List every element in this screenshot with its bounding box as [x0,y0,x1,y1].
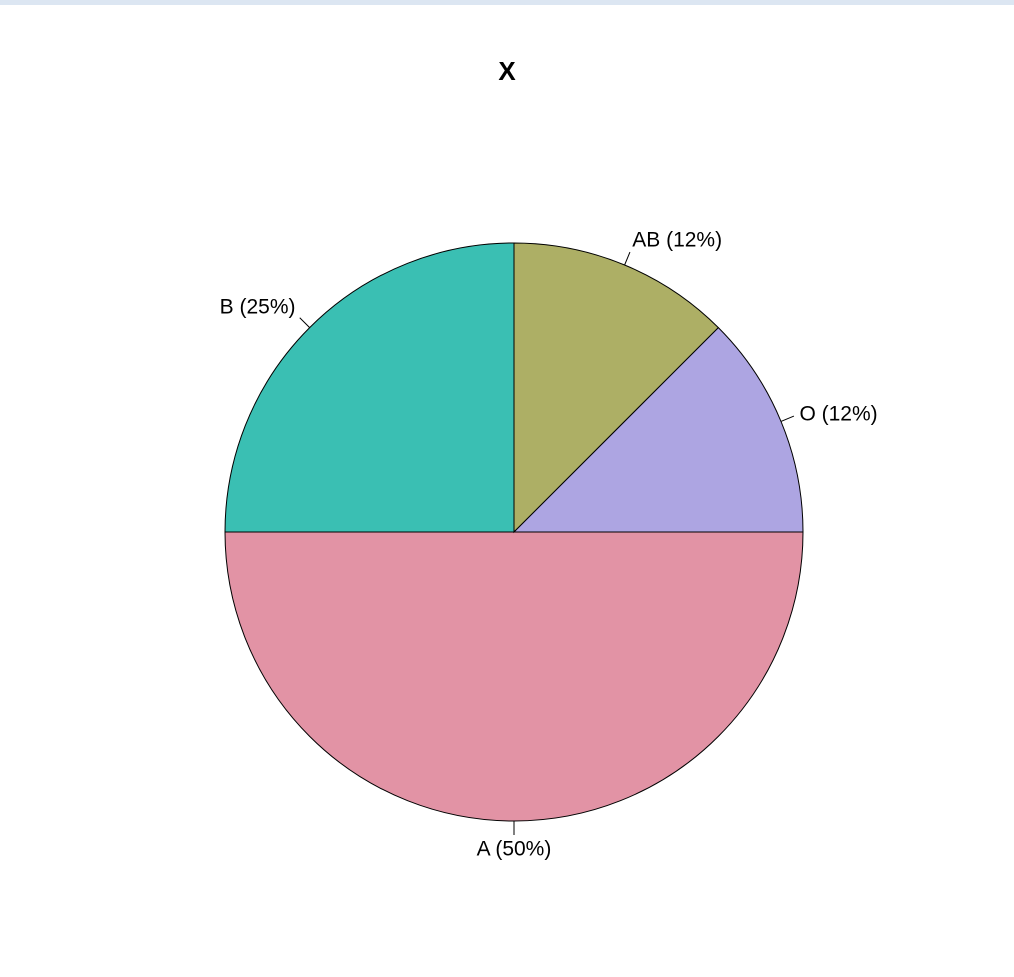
pie-tick-ab [624,251,631,266]
pie-label-b: B (25%) [220,296,296,319]
pie-tick-o [780,415,795,422]
pie-labels: A (50%) B (25%) AB (12%) O (12%) [220,229,878,861]
pie-tick-b [299,317,310,328]
chart-title: X [498,56,516,86]
pie-label-o: O (12%) [799,402,877,425]
pie-label-a: A (50%) [477,837,552,860]
top-strip [0,0,1014,5]
pie-slice-o [512,326,804,533]
pie-slice-a [224,531,804,822]
pie-slice-ab [513,242,720,534]
pie-slices [224,242,804,822]
pie-label-ab: AB (12%) [632,229,722,252]
pie-slice-b [224,242,515,533]
